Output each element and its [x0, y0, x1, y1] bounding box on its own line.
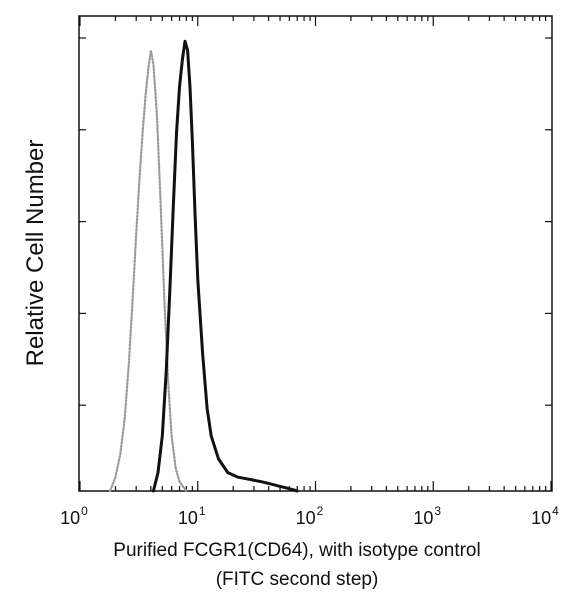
y-axis-title: Relative Cell Number: [22, 140, 49, 367]
isotype-control-histogram: [108, 49, 188, 493]
x-tick-label: 104: [531, 504, 559, 528]
x-tick-exponent: 2: [317, 504, 324, 518]
x-tick-base: 10: [60, 508, 80, 528]
fcgr1-histogram: [151, 39, 299, 493]
x-tick-base: 10: [296, 508, 316, 528]
x-tick-base: 10: [413, 508, 433, 528]
x-tick-label: 100: [60, 504, 88, 528]
x-axis-subtitle: (FITC second step): [216, 569, 379, 590]
x-tick-exponent: 0: [81, 504, 88, 518]
x-tick-base: 10: [531, 508, 551, 528]
x-tick-exponent: 1: [199, 504, 206, 518]
x-tick-base: 10: [178, 508, 198, 528]
x-tick-label: 102: [296, 504, 324, 528]
x-tick-exponent: 4: [552, 504, 559, 518]
x-tick-labels: 100 101 102 103 104: [60, 504, 559, 528]
series-group: [108, 39, 299, 493]
axis-ticks: [79, 16, 552, 491]
x-tick-label: 101: [178, 504, 206, 528]
x-axis-title: Purified FCGR1(CD64), with isotype contr…: [113, 540, 480, 561]
plot-frame: [78, 15, 553, 492]
x-tick-exponent: 3: [434, 504, 441, 518]
x-tick-label: 103: [413, 504, 441, 528]
